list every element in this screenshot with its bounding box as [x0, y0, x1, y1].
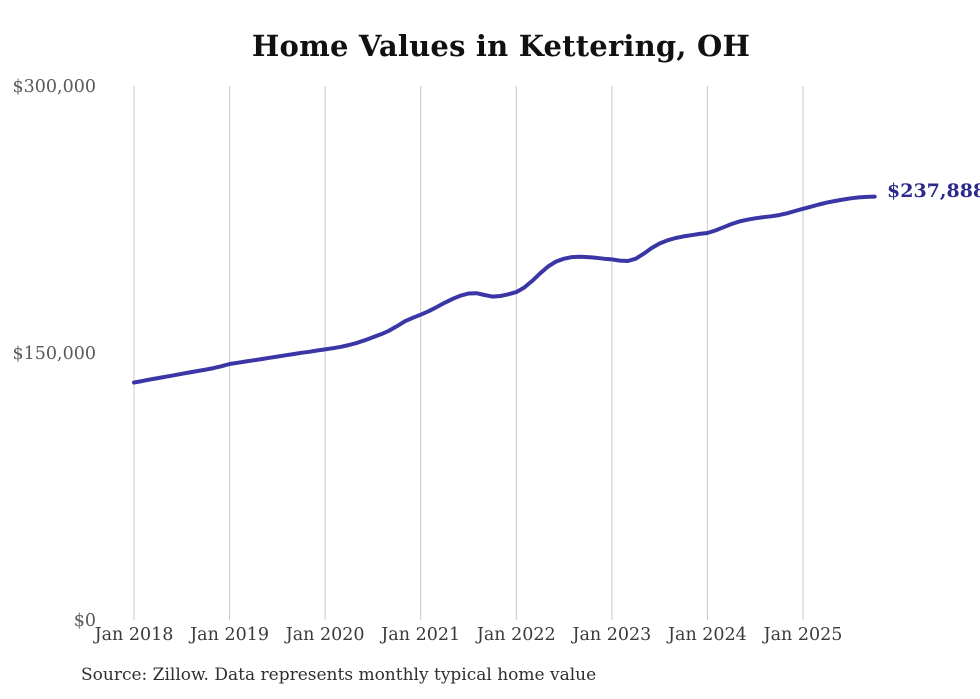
x-tick-label: Jan 2025 [762, 625, 843, 645]
x-tick-label: Jan 2019 [188, 625, 269, 645]
y-tick-label: $150,000 [12, 344, 96, 364]
latest-value-annotation: $237,888 [887, 180, 980, 202]
home-value-line-series [132, 194, 877, 385]
x-tick-label: Jan 2020 [284, 625, 365, 645]
x-tick-label: Jan 2023 [570, 625, 651, 645]
x-tick-label: Jan 2024 [666, 625, 747, 645]
y-tick-label: $0 [74, 611, 96, 631]
source-attribution: Source: Zillow. Data represents monthly … [81, 665, 597, 685]
y-tick-label: $300,000 [12, 77, 96, 97]
x-tick-label: Jan 2022 [475, 625, 556, 645]
x-tick-label: Jan 2021 [379, 625, 460, 645]
x-tick-label: Jan 2018 [93, 625, 174, 645]
chart-title: Home Values in Kettering, OH [251, 29, 751, 63]
